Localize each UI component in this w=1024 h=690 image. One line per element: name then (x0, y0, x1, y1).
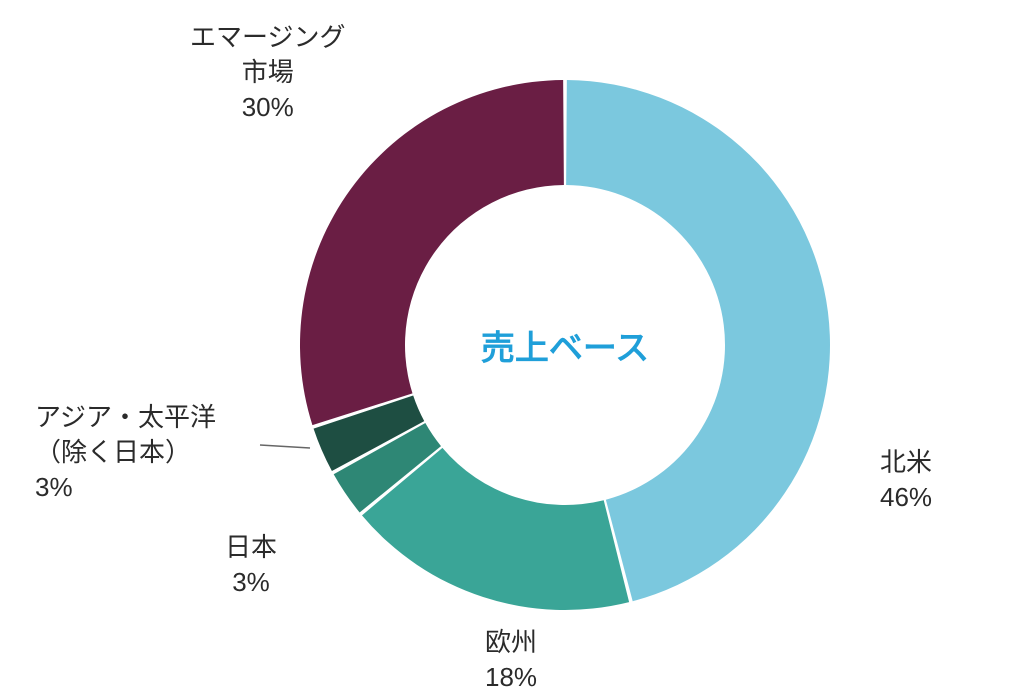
slice-label-1: 欧州 18% (485, 625, 537, 690)
slice-label-0: 北米 46% (880, 445, 932, 515)
leader-line (260, 445, 310, 448)
chart-center-label: 売上ベース (481, 321, 649, 370)
slice-エマージング市場 (300, 80, 564, 425)
donut-chart-container: 売上ベース 北米 46% 欧州 18% 日本 3%アジア・太平洋 （除く日本） 3%… (0, 0, 1024, 690)
slice-label-2: 日本 3% (225, 530, 277, 600)
slice-label-4: エマージング 市場 30% (190, 20, 345, 125)
slice-label-3: アジア・太平洋 （除く日本） 3% (35, 400, 216, 505)
